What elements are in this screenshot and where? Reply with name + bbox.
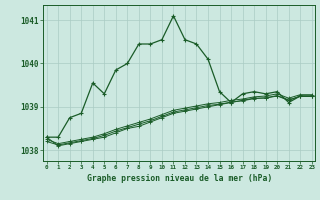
X-axis label: Graphe pression niveau de la mer (hPa): Graphe pression niveau de la mer (hPa) — [87, 174, 272, 183]
